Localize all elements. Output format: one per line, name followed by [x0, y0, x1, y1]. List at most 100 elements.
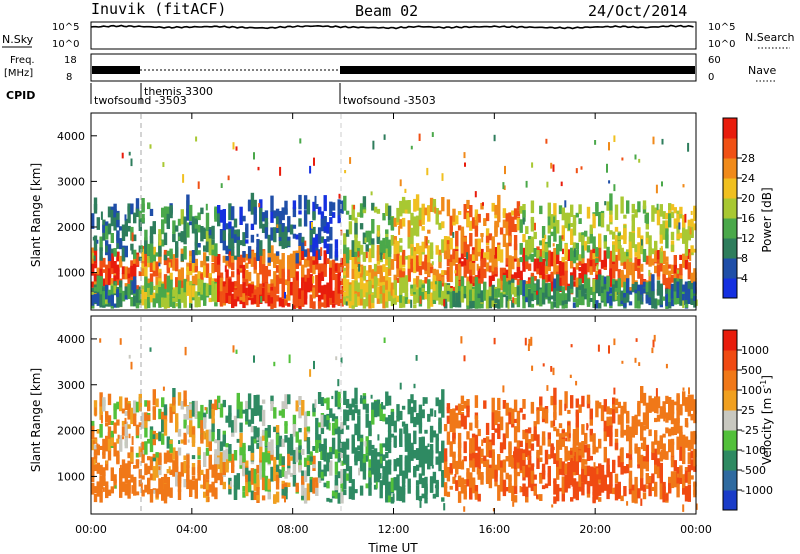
- power-cells-cell-2264: [659, 230, 663, 244]
- power-cells-cell-1298: [488, 286, 493, 296]
- power-cells-cell-392: [393, 251, 397, 261]
- vel-cells-cell-967: [222, 399, 226, 408]
- power-cells-cell-1435: [595, 279, 599, 294]
- power-cells-cell-223: [270, 245, 274, 262]
- power-cells-cell-189: [245, 274, 249, 287]
- vel-cells-cell-807: [102, 397, 106, 412]
- vel-cells-cell-1205: [407, 434, 411, 439]
- power-cells-cell-1061: [301, 282, 305, 295]
- power-cells-cell-1950: [396, 207, 400, 223]
- velocity-cb-tick-label-3: 25: [741, 404, 755, 417]
- vel-cells-cell-925: [191, 455, 196, 460]
- power-cells-cell-2196: [603, 235, 607, 243]
- power-cells-cell-1369: [541, 279, 546, 295]
- power-cells-cell-104: [172, 254, 176, 271]
- power-cells-cell-294: [317, 263, 322, 274]
- power-cells-cell-2312: [304, 240, 307, 247]
- vel-cells-cell-1230: [429, 444, 434, 455]
- vel-cells-cell-828: [116, 419, 120, 426]
- power-cells-cell-1224: [429, 292, 434, 307]
- power-cells-cell-1768: [250, 234, 255, 243]
- vel-cells-cell-742: [656, 466, 661, 479]
- power-cells-cell-1996: [435, 210, 439, 218]
- vel-cells-cell-1415: [578, 404, 582, 413]
- power-cells-cell-1501: [645, 294, 649, 304]
- power-cells-cell-918: [186, 281, 190, 296]
- vel-cells-cell-1273: [460, 395, 465, 405]
- power-cells-cell-2439: [377, 230, 380, 237]
- power-cells-cell-1879: [340, 200, 344, 213]
- power-cells-cell-1919: [373, 206, 378, 213]
- vel-cells-cell-1225: [421, 409, 425, 419]
- power-cells-cell-22: [105, 274, 109, 290]
- power-cells-cell-1179: [390, 295, 395, 307]
- vel-cells-cell-911: [183, 419, 187, 429]
- power-cells-cell-1636: [147, 243, 151, 256]
- power-cells-cell-1191: [401, 296, 406, 308]
- power-cells-cell-541: [508, 263, 512, 277]
- vel-cells-cell-703: [626, 464, 630, 474]
- vel-cells-cell-243: [273, 468, 277, 482]
- vel-cells-cell-187: [231, 464, 235, 473]
- nsky-panel: N.Sky 10^5 10^0 10^5 10^0 N.Search: [2, 21, 795, 50]
- vel-cells-cell-1261: [452, 422, 456, 435]
- power-cells-cell-1618: [135, 198, 140, 212]
- power-cells-cell-648: [586, 258, 591, 273]
- power-cells-cell-1726: [219, 229, 224, 244]
- power-cells-cell-1964: [410, 212, 414, 226]
- vel-cells-cell-75: [152, 453, 156, 460]
- power-cells-cell-1619: [135, 208, 140, 217]
- vel-cells-cell-610: [556, 460, 560, 467]
- vel-cells-cell-1568: [682, 387, 685, 391]
- vel-cells-cell-1121: [345, 425, 350, 430]
- power-cells-cell-1565: [93, 197, 98, 210]
- power-cells-cell-1832: [303, 195, 308, 210]
- power-cb-tick-label-0: 4: [741, 272, 748, 285]
- vel-cells-cell-1074: [312, 446, 316, 451]
- vel-cells-cell-331: [340, 469, 344, 484]
- power-cells-cell-48: [127, 267, 131, 274]
- x-axis-label: Time UT: [367, 541, 418, 554]
- power-cells-cell-2090: [511, 216, 515, 232]
- power-cells-cell-2098: [516, 210, 521, 217]
- vel-cells-cell-511: [485, 459, 490, 475]
- vel-cells-cell-1245: [441, 389, 445, 404]
- nave-label: Nave: [748, 64, 776, 77]
- power-cells-cell-510: [483, 253, 487, 267]
- vel-cells-cell-40: [121, 473, 126, 479]
- power-cells-cell-1843: [312, 226, 316, 235]
- power-cells-cell-410: [407, 255, 411, 270]
- vel-cells-cell-998: [250, 425, 255, 433]
- power-cells-cell-2190: [598, 220, 602, 227]
- vel-cells-cell-760: [673, 460, 677, 472]
- power-cells-cell-611: [556, 252, 560, 265]
- power-cells-cell-30: [110, 278, 114, 287]
- power-cells-cell-2056: [485, 245, 490, 256]
- vel-cells-cell-1213: [413, 400, 417, 413]
- vel-cells-cell-838: [124, 421, 128, 437]
- power-cells-cell-2184: [592, 253, 596, 260]
- power-cells-cell-78: [152, 246, 156, 260]
- vel-cells-cell-1437: [600, 405, 605, 422]
- power-cells-cell-1791: [267, 237, 271, 253]
- vel-cells-cell-1338: [519, 407, 523, 413]
- vel-cells-cell-387: [385, 460, 389, 472]
- power-cells-cell-2245: [637, 227, 641, 238]
- power-cells-cell-712: [634, 257, 638, 271]
- power-cells-cell-1980: [421, 226, 425, 231]
- vel-cells-cell-42: [121, 485, 126, 492]
- vel-cells-cell-1116: [340, 441, 344, 453]
- vel-cells-cell-1689: [105, 460, 108, 465]
- power-cells-cell-691: [617, 269, 621, 286]
- vel-cells-cell-1194: [399, 428, 403, 445]
- power-cells-cell-356: [365, 270, 369, 276]
- vel-cells-cell-1045: [287, 394, 291, 405]
- vel-cells-cell-1458: [614, 406, 619, 414]
- power-cells-cell-2014: [452, 220, 456, 226]
- vel-cells-cell-26: [107, 489, 112, 496]
- vel-cells-cell-1080: [317, 422, 322, 428]
- power-cells-cell-2130: [544, 245, 549, 260]
- vel-cells-cell-993: [245, 400, 249, 409]
- power-cells-cell-2043: [471, 220, 476, 229]
- power-cells-cell-2037: [469, 233, 473, 247]
